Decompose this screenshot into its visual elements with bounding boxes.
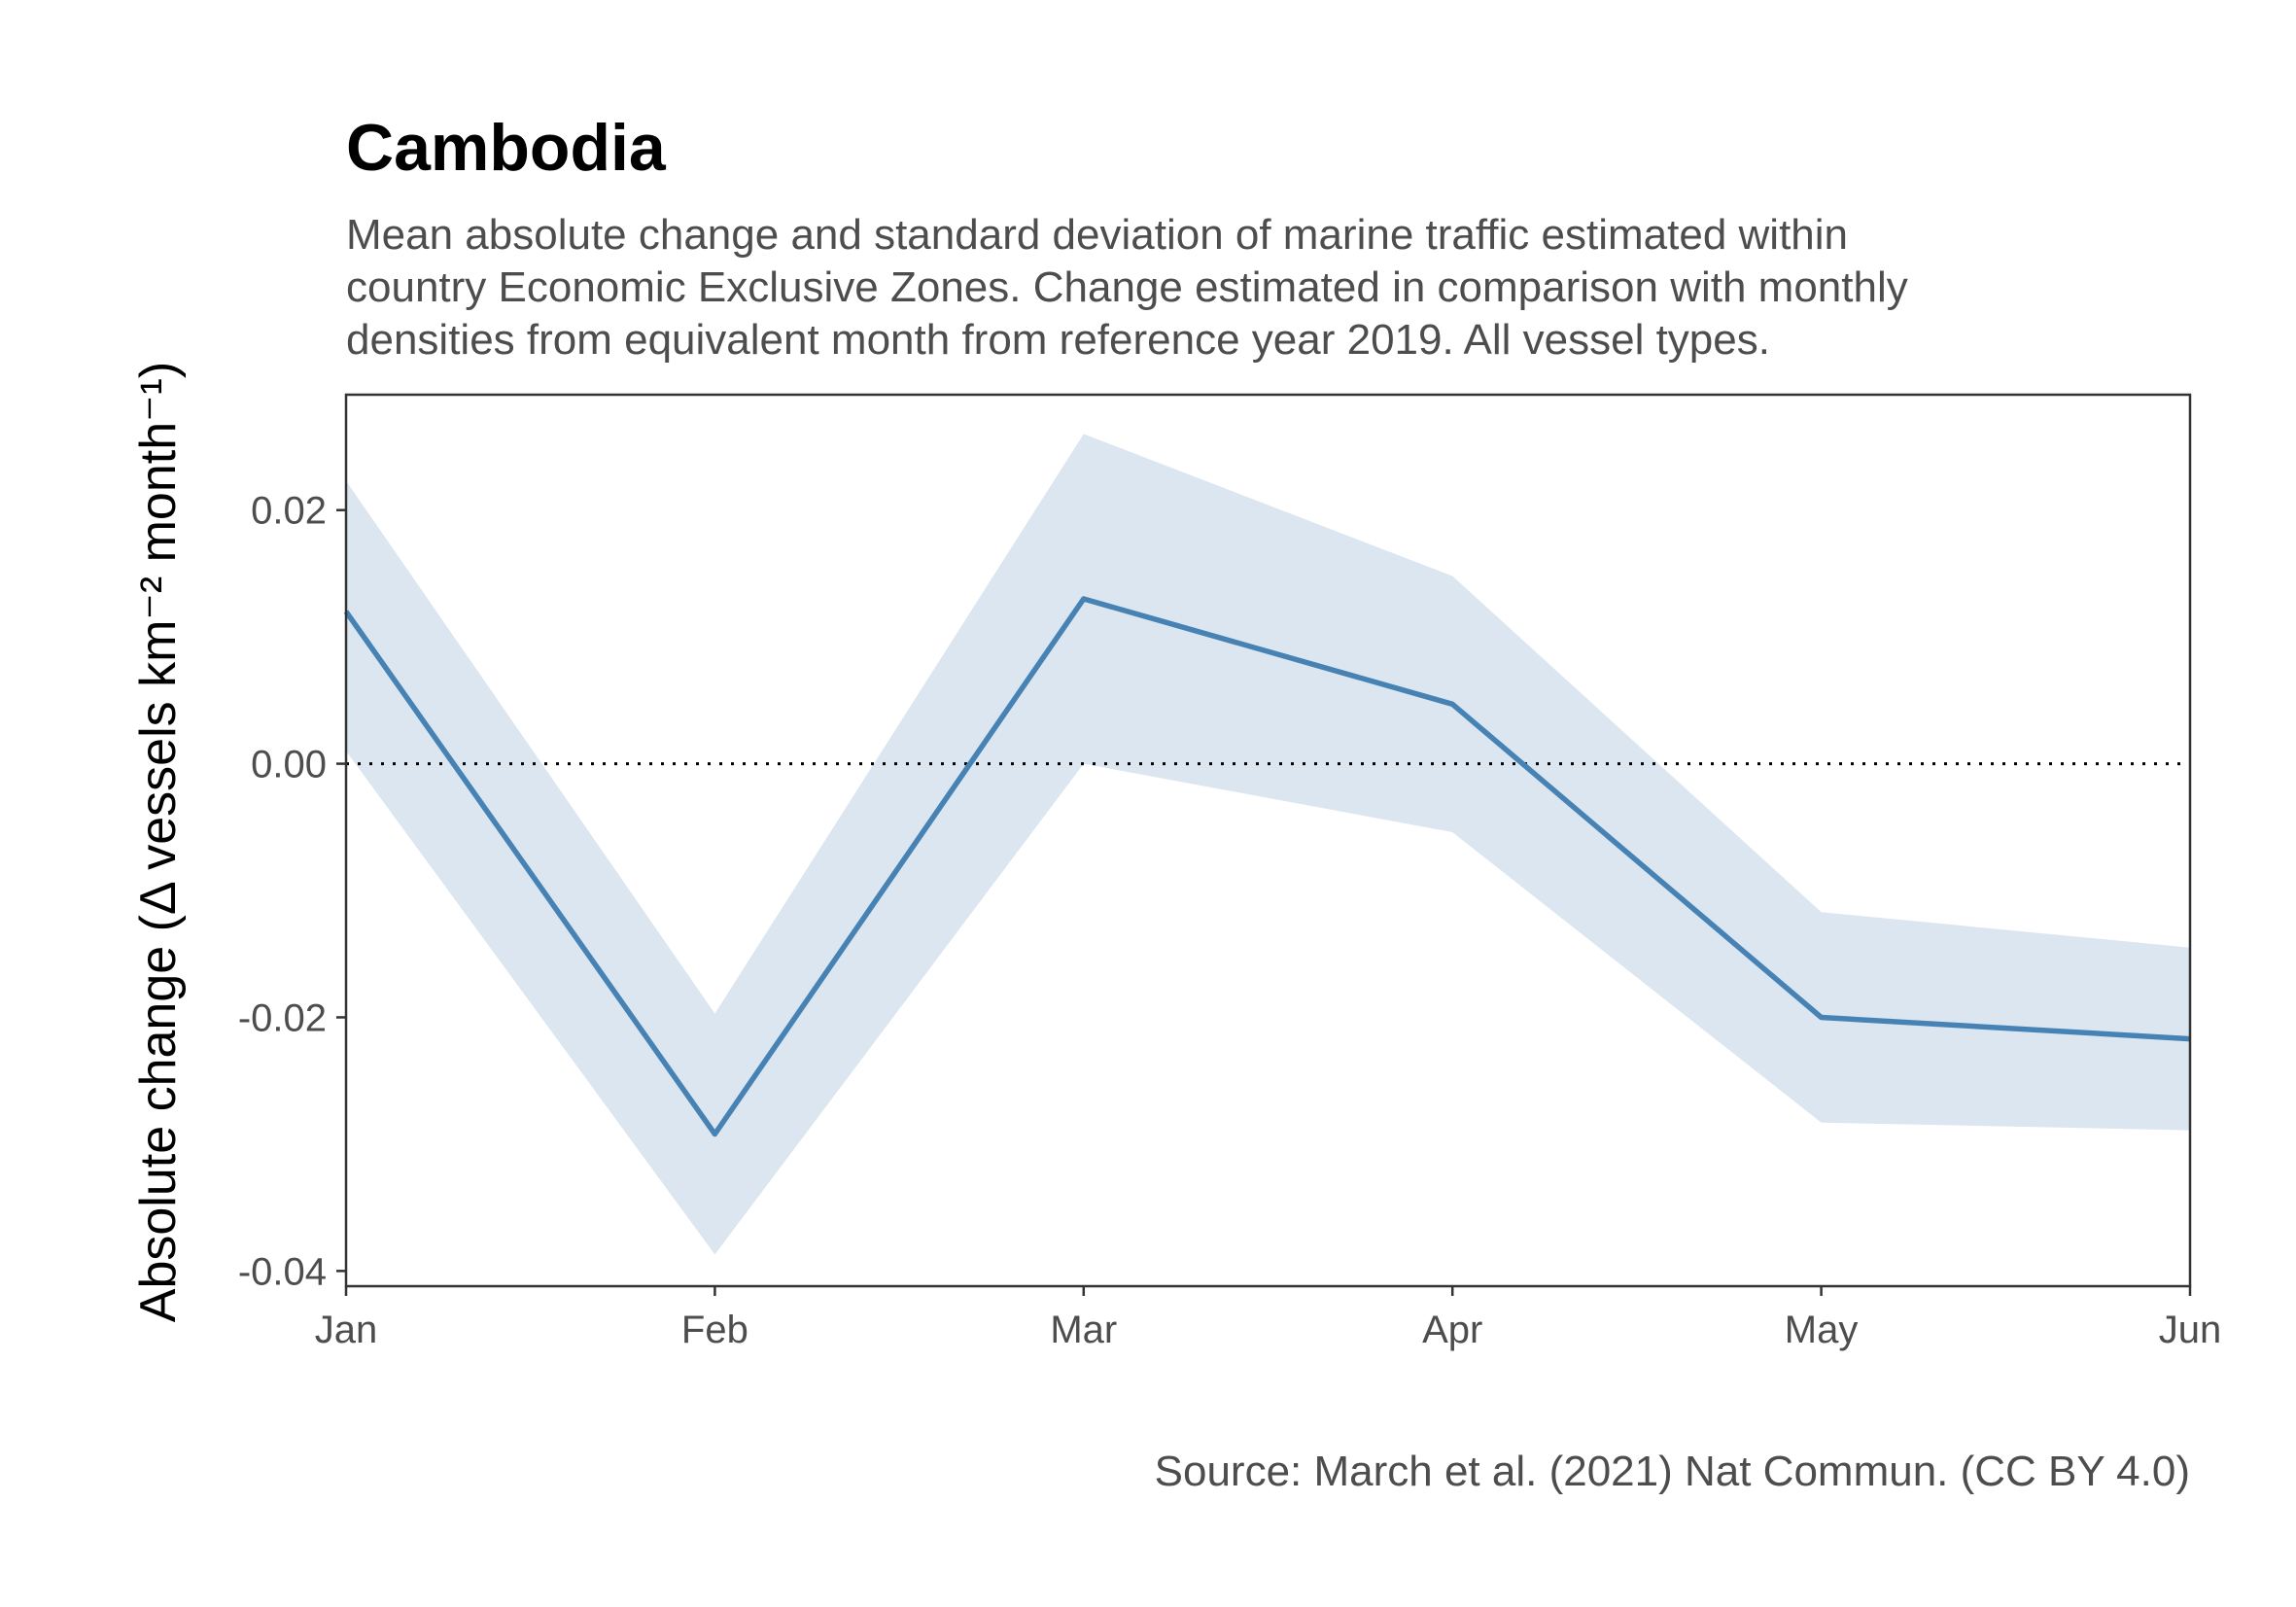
chart-title: Cambodia xyxy=(346,111,667,185)
x-tick-label: Jan xyxy=(315,1309,378,1351)
y-axis-title: Absolute change (Δ vessels km⁻² month⁻¹) xyxy=(130,362,187,1322)
mean-change-line xyxy=(343,596,2191,1137)
y-tick-label: 0.02 xyxy=(251,490,327,533)
x-tick-label: Jun xyxy=(2159,1309,2222,1351)
chart-subtitle-line: densities from equivalent month from ref… xyxy=(346,316,1770,364)
chart-subtitle-line: country Economic Exclusive Zones. Change… xyxy=(346,263,1908,311)
x-tick-label: May xyxy=(1785,1309,1859,1351)
y-tick-label: -0.04 xyxy=(238,1250,327,1293)
plot-area: 0.02 0.00 -0.02 -0.04 Jan Feb Mar Apr May Jun xyxy=(238,393,2222,1351)
plot-panel-border xyxy=(344,393,2192,1288)
chart-caption: Source: March et al. (2021) Nat Commun. … xyxy=(1155,1448,2190,1495)
sd-band xyxy=(346,434,2190,1255)
x-tick-label: Feb xyxy=(681,1309,748,1351)
x-tick-label: Mar xyxy=(1050,1309,1117,1351)
y-tick-label: 0.00 xyxy=(251,744,327,786)
chart-subtitle-line: Mean absolute change and standard deviat… xyxy=(346,211,1848,259)
y-tick-label: -0.02 xyxy=(238,996,327,1039)
x-tick-label: Apr xyxy=(1422,1309,1482,1351)
